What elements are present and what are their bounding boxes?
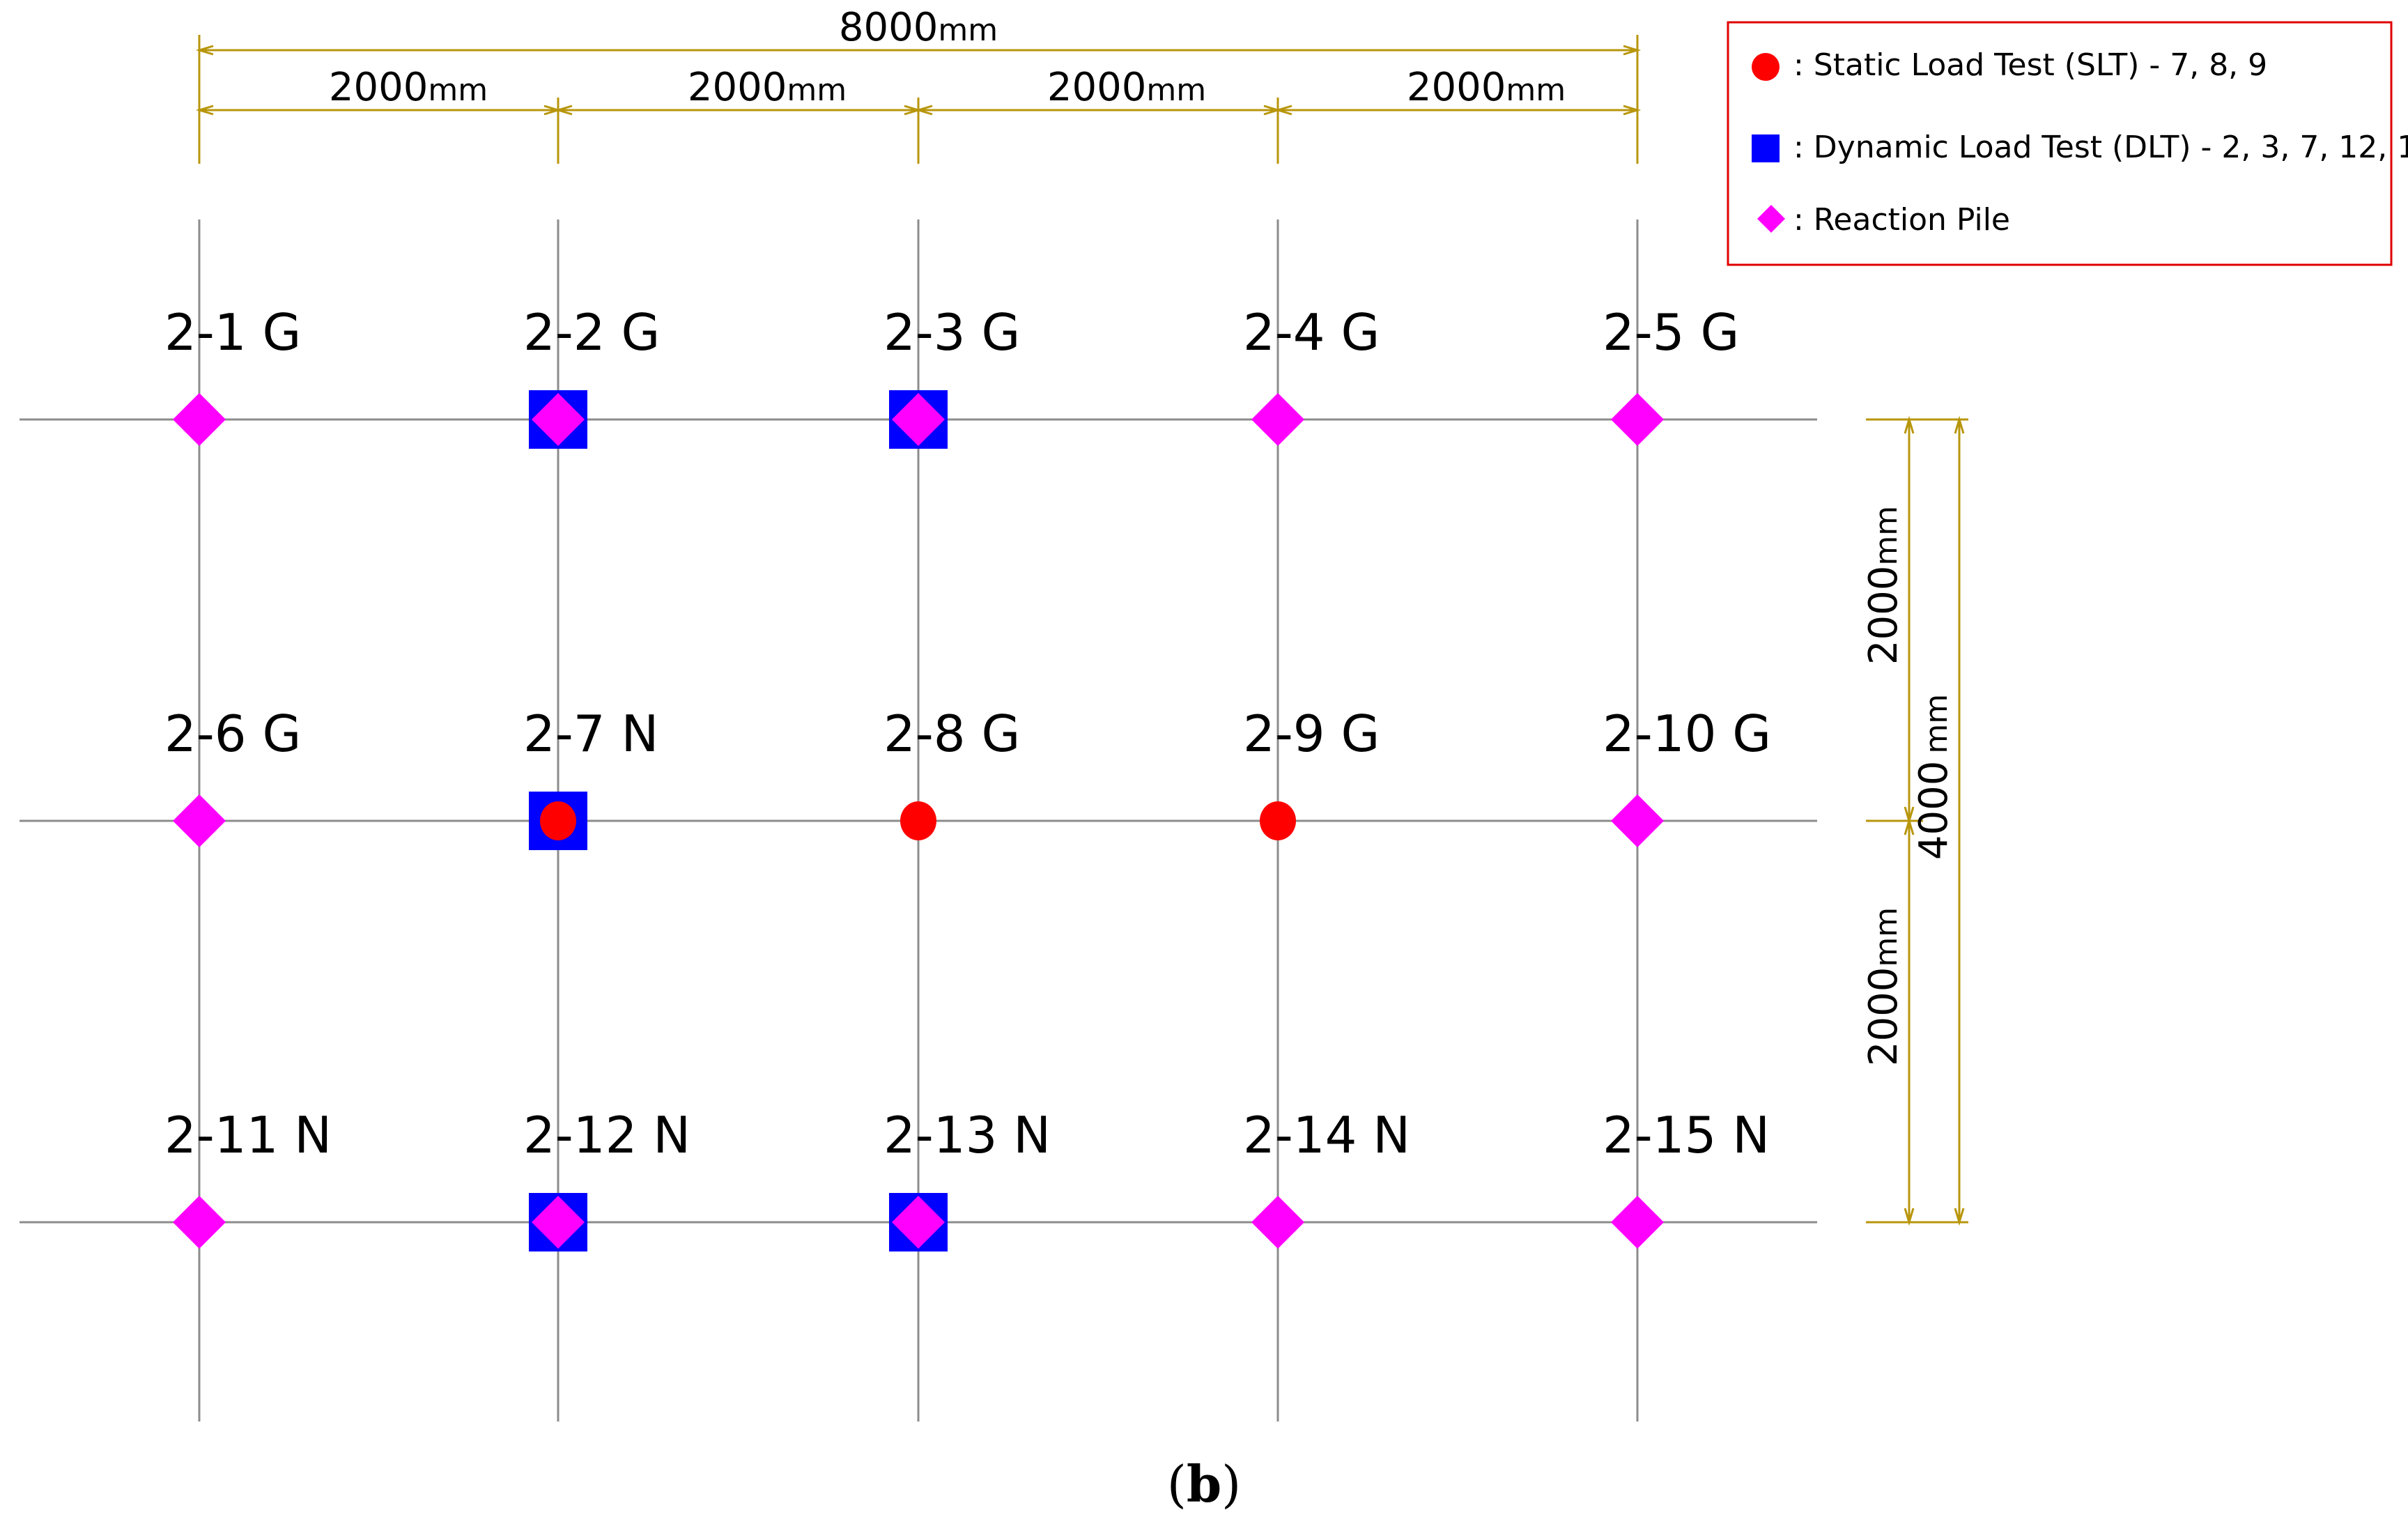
pile-label-2-2-g: 2-2 G: [523, 303, 660, 362]
pile-label-2-8-g: 2-8 G: [883, 704, 1020, 763]
caption-open-paren: (: [1167, 1455, 1187, 1513]
dim-arrow: [1904, 415, 1915, 434]
dim-arrow: [195, 45, 214, 56]
dim-arrow: [1274, 105, 1292, 116]
reaction-pile-marker: [892, 1196, 945, 1249]
legend: : Static Load Test (SLT) - 7, 8, 9 : Dyn…: [1727, 21, 2408, 266]
legend-border: [1727, 21, 2393, 266]
horizontal-dimensions: [195, 35, 1642, 164]
reaction-pile-marker: [173, 1196, 226, 1249]
dim-arrow: [1623, 45, 1642, 56]
slt-marker: [540, 801, 576, 840]
legend-reaction-label: : Reaction Pile: [1793, 202, 2010, 238]
overall-height-dim-label: 4000mm: [1911, 694, 1957, 860]
legend-slt-icon: [1752, 53, 1780, 81]
reaction-pile-marker: [1251, 1196, 1304, 1249]
legend-reaction-icon: [1757, 205, 1785, 233]
reaction-pile-marker: [1611, 393, 1664, 446]
vertical-dimensions: [1866, 415, 1968, 1226]
vertical-span-dim-label-1: 2000mm: [1861, 506, 1906, 665]
pile-label-2-13-n: 2-13 N: [883, 1106, 1051, 1164]
reaction-pile-marker: [532, 1196, 585, 1249]
slt-marker: [900, 801, 936, 840]
legend-dlt-label: : Dynamic Load Test (DLT) - 2, 3, 7, 12,…: [1793, 130, 2408, 165]
caption-close-paren: ): [1221, 1455, 1241, 1513]
vertical-span-dim-label-2: 2000mm: [1861, 907, 1906, 1066]
pile-label-2-6-g: 2-6 G: [164, 704, 301, 763]
reaction-pile-marker: [173, 794, 226, 847]
reaction-pile-marker: [1251, 393, 1304, 446]
pile-label-2-3-g: 2-3 G: [883, 303, 1020, 362]
pile-label-2-5-g: 2-5 G: [1603, 303, 1739, 362]
legend-slt-label: : Static Load Test (SLT) - 7, 8, 9: [1793, 47, 2267, 83]
reaction-pile-marker: [532, 393, 585, 446]
span-dim-label-4: 2000mm: [1407, 65, 1566, 110]
reaction-pile-marker: [1611, 794, 1664, 847]
dim-arrow: [914, 105, 933, 116]
pile-label-2-10-g: 2-10 G: [1603, 704, 1771, 763]
figure-caption: (b): [1167, 1454, 1242, 1513]
reaction-pile-marker: [892, 393, 945, 446]
span-dim-label-2: 2000mm: [688, 65, 847, 110]
pile-markers: 2-1 G 2-2 G 2-3 G 2-4 G 2-5 G 2-6 G 2-7 N 2-8 G…: [164, 303, 1771, 1251]
reaction-pile-marker: [173, 393, 226, 446]
dim-arrow: [554, 105, 573, 116]
dim-arrow: [1904, 1208, 1915, 1226]
dim-arrow: [1954, 1208, 1965, 1226]
pile-label-2-15-n: 2-15 N: [1603, 1106, 1770, 1164]
dim-arrow: [1623, 105, 1642, 116]
legend-dlt-icon: [1752, 134, 1780, 162]
pile-label-2-4-g: 2-4 G: [1243, 303, 1380, 362]
span-dim-label-1: 2000mm: [329, 65, 488, 110]
pile-label-2-11-n: 2-11 N: [164, 1106, 332, 1164]
pile-label-2-1-g: 2-1 G: [164, 303, 301, 362]
dim-arrow: [195, 105, 214, 116]
reaction-pile-marker: [1611, 1196, 1664, 1249]
pile-label-2-9-g: 2-9 G: [1243, 704, 1380, 763]
dim-arrow: [1954, 415, 1965, 434]
overall-width-label: 8000mm: [839, 5, 998, 50]
slt-marker: [1260, 801, 1296, 840]
pile-label-2-12-n: 2-12 N: [523, 1106, 690, 1164]
pile-label-2-7-n: 2-7 N: [523, 704, 658, 763]
span-dim-label-3: 2000mm: [1047, 65, 1206, 110]
pile-label-2-14-n: 2-14 N: [1243, 1106, 1410, 1164]
caption-letter: b: [1187, 1454, 1221, 1513]
dim-arrow: [1904, 817, 1915, 835]
